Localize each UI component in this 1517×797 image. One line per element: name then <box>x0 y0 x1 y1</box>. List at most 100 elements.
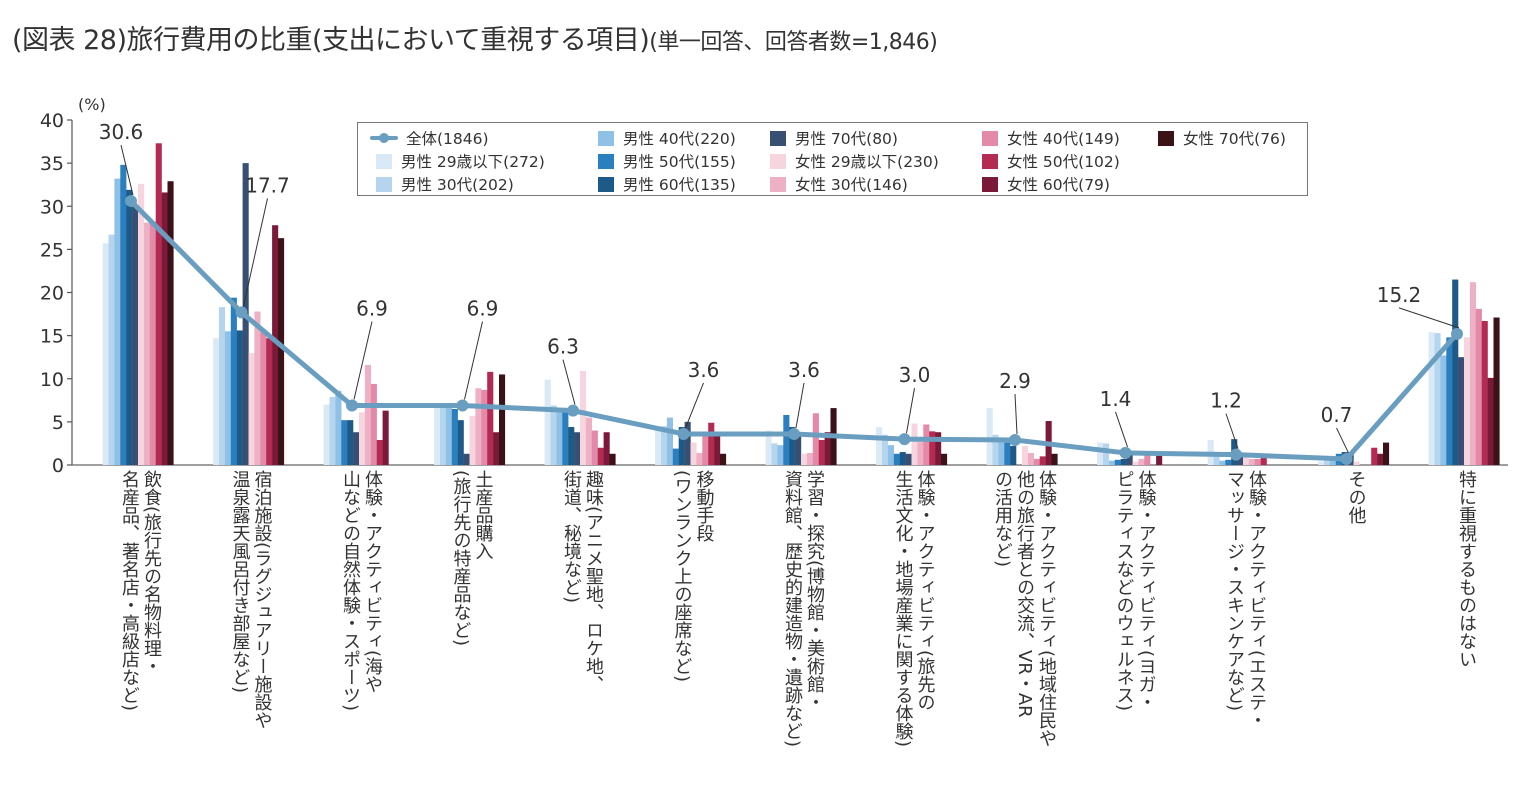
bar <box>1371 447 1378 465</box>
legend-item: 女性 70代(76) <box>1158 127 1286 149</box>
data-label: 3.6 <box>688 358 720 382</box>
line-point <box>898 433 911 446</box>
bar <box>603 432 610 465</box>
bar <box>1156 453 1163 465</box>
bar <box>272 225 279 465</box>
data-label-leader <box>464 321 483 400</box>
legend-label: 男性 40代(220) <box>623 130 736 148</box>
bar <box>329 396 336 465</box>
x-tick-label: 体験・アクティビティ(旅先の 生活文化・地場産業に関する体験) <box>892 470 936 748</box>
legend-label: 男性 29歳以下(272) <box>401 153 545 171</box>
bar <box>382 410 389 465</box>
bar <box>1039 456 1046 465</box>
data-label: 3.0 <box>899 363 931 387</box>
legend-label: 女性 50代(102) <box>1007 153 1120 171</box>
bar <box>1114 459 1121 465</box>
y-tick-label: 35 <box>40 153 64 175</box>
bar <box>941 453 948 465</box>
chart-title: (図表 28)旅行費用の比重(支出において重視する項目)(単一回答、回答者数=1… <box>12 18 938 57</box>
bar <box>487 371 494 465</box>
legend-item: 女性 60代(79) <box>982 173 1110 195</box>
data-label: 6.9 <box>356 296 388 320</box>
data-label: 17.7 <box>245 173 290 197</box>
data-label-leader <box>243 198 268 307</box>
bar <box>893 453 900 465</box>
legend-label: 女性 30代(146) <box>795 176 908 194</box>
bar <box>230 297 237 465</box>
bar <box>574 432 581 465</box>
legend-item: 男性 30代(202) <box>376 173 514 195</box>
bar <box>1132 461 1139 465</box>
legend-line-marker-icon <box>370 133 398 143</box>
line-point <box>1119 446 1132 459</box>
data-label-leader <box>353 321 373 400</box>
y-tick-label: 5 <box>52 412 64 434</box>
data-label-leader <box>1014 393 1018 435</box>
x-tick-label: 体験・アクティビティ(地域住民や 他の旅行者との交流、VR・AR の活用など) <box>992 470 1057 748</box>
legend-label: 女性 29歳以下(230) <box>795 153 939 171</box>
bar <box>224 331 231 465</box>
y-tick-label: 15 <box>40 326 64 348</box>
bar <box>1452 279 1459 465</box>
bar <box>556 409 563 465</box>
bar <box>1446 337 1453 465</box>
data-label-leader <box>685 382 704 429</box>
y-tick-label: 20 <box>40 283 64 305</box>
line-point <box>235 306 248 319</box>
bar <box>771 443 778 465</box>
legend-item: 女性 30代(146) <box>770 173 908 195</box>
x-tick-label: 土産品購入 (旅行先の特産品など) <box>450 470 494 647</box>
bar <box>1324 460 1331 465</box>
bar <box>1260 456 1267 465</box>
legend-swatch <box>982 130 998 146</box>
bar <box>550 405 557 465</box>
bar <box>1248 458 1255 465</box>
data-label-leader <box>1115 411 1128 448</box>
data-label: 2.9 <box>999 369 1031 393</box>
line-point <box>346 399 358 412</box>
bar <box>1027 452 1034 465</box>
bar <box>493 432 500 465</box>
bar <box>1329 460 1336 465</box>
line-point <box>567 404 579 417</box>
bar <box>818 439 825 465</box>
bar <box>445 406 452 465</box>
legend-swatch <box>982 153 998 169</box>
data-label: 0.7 <box>1321 403 1353 427</box>
bar <box>591 430 598 465</box>
bar <box>1213 456 1220 465</box>
legend-label: 男性 60代(135) <box>623 176 736 194</box>
bar <box>1428 332 1435 465</box>
x-tick-label: 宿泊施設(ラグジュアリー施設や 温泉露天風呂付き部屋など) <box>229 470 273 730</box>
bar <box>929 431 936 465</box>
bar <box>149 221 156 465</box>
legend-swatch <box>376 176 392 192</box>
bar <box>463 453 470 465</box>
bar <box>905 453 912 465</box>
bar <box>167 181 174 466</box>
bar <box>661 426 668 465</box>
bar <box>1097 442 1104 465</box>
bar <box>347 420 354 465</box>
bar <box>1475 308 1482 465</box>
bar <box>440 405 447 465</box>
legend-item: 男性 50代(155) <box>598 150 736 172</box>
bar <box>1051 453 1058 465</box>
bar <box>359 412 366 465</box>
line-point <box>677 427 690 440</box>
y-tick-label: 0 <box>52 455 64 477</box>
legend-item: 男性 40代(220) <box>598 127 736 149</box>
line-point <box>1340 452 1353 465</box>
bar <box>434 408 441 465</box>
x-tick-label: その他 <box>1345 470 1367 524</box>
legend-label: 女性 60代(79) <box>1007 176 1110 194</box>
bar <box>126 189 133 466</box>
x-tick-label: 移動手段 (ワンランク上の座席など) <box>671 470 715 683</box>
data-label-leader <box>1336 427 1349 454</box>
legend-swatch <box>598 153 614 169</box>
bar <box>789 427 796 465</box>
legend-item: 女性 50代(102) <box>982 150 1120 172</box>
bar <box>364 364 371 465</box>
bar <box>469 415 476 465</box>
